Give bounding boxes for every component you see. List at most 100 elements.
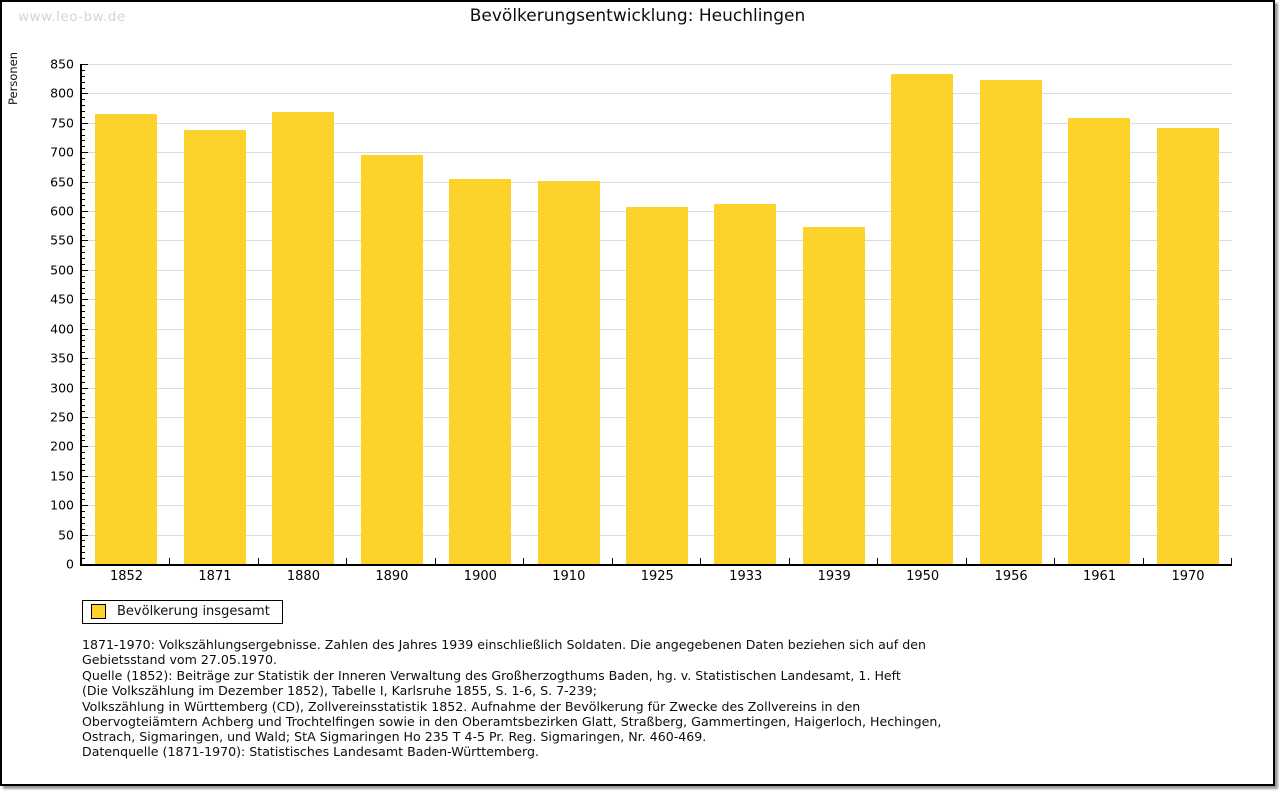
y-axis-major-tick [82,152,88,154]
bar-1970 [1156,127,1219,564]
y-axis-minor-tick [82,322,85,324]
y-axis-tick-label-650: 650 [50,174,74,190]
y-axis-tick-label-100: 100 [50,497,74,513]
x-axis-tick [169,558,171,564]
y-axis-title: Personen [6,51,20,105]
y-axis-minor-tick [82,540,85,542]
gridline-700 [82,152,1232,154]
x-axis-tick [523,558,525,564]
x-axis-label-1880: 1880 [286,569,320,584]
x-axis-label-1910: 1910 [552,569,586,584]
x-axis-label-1890: 1890 [375,569,409,584]
x-axis-label-1852: 1852 [109,569,144,584]
y-axis-minor-tick [82,99,85,101]
y-axis-minor-tick [82,116,85,118]
y-axis-minor-tick [82,81,85,83]
y-axis-minor-tick [82,452,85,454]
y-axis-minor-tick [82,164,85,165]
x-axis-tick [877,558,879,564]
y-axis-minor-tick [82,487,85,489]
gridline-650 [82,181,1232,183]
y-axis-minor-tick [82,187,85,189]
y-axis-minor-tick [82,111,85,113]
y-axis-minor-tick [82,522,85,524]
gridline-750 [82,122,1232,124]
y-axis-tick-label-350: 350 [50,350,74,366]
bar-chart-plot-area: 0 50 100 150 200 250 300 350 400 450 500 550 600 650 7… [50,57,1232,584]
y-axis-minor-tick [82,216,85,218]
y-axis-minor-tick [82,193,85,195]
x-axis-tick [1142,558,1144,564]
x-axis-tick [346,558,348,564]
y-axis-major-tick [82,446,88,448]
y-axis-tick-label-150: 150 [50,468,74,484]
x-axis-label-1900: 1900 [463,569,497,584]
y-axis-minor-tick [82,340,85,342]
y-axis-minor-tick [82,428,85,430]
legend-swatch-icon [91,604,106,619]
y-axis-tick-label-250: 250 [50,409,74,425]
bar-1933 [714,204,777,564]
y-axis-minor-tick [82,405,85,407]
y-axis-minor-tick [82,334,85,336]
chart-title: Bevölkerungsentwicklung: Heuchlingen [469,6,806,26]
y-axis-minor-tick [82,87,85,89]
y-axis-minor-tick [82,158,85,160]
y-axis-major-tick [82,416,88,418]
y-axis-tick-label-50: 50 [58,527,74,543]
footnote-line-2: Gebietsstand vom 27.05.1970. [82,652,277,668]
y-axis-tick-label-850: 850 [50,56,74,72]
x-axis-tick [965,558,967,564]
bar-1939 [802,226,865,564]
y-axis-minor-tick [82,275,85,277]
datasource-line: Datenquelle (1871-1970): Statistisches L… [82,744,539,759]
y-axis-minor-tick [82,499,85,501]
leo-bw-watermark: www.leo-bw.de [18,9,126,25]
y-axis-minor-tick [82,369,85,371]
y-axis-minor-tick [82,552,85,554]
y-axis-major-tick [82,328,88,330]
y-axis-major-tick [82,358,88,360]
y-axis-minor-tick [82,175,85,177]
y-axis-tick-label-300: 300 [50,380,74,396]
y-axis-minor-tick [82,434,85,436]
y-axis-major-tick [82,475,88,477]
y-axis-tick-label-200: 200 [50,438,74,454]
gridline-800 [82,93,1232,95]
y-axis-minor-tick [82,511,85,513]
y-axis-minor-tick [82,169,85,171]
y-axis-minor-tick [82,228,85,230]
y-axis-major-tick [82,93,88,95]
footnote-line-6: Obervogteiämtern Achberg und Trochtelfin… [82,714,942,730]
bar-1950 [891,74,954,564]
y-axis-minor-tick [82,346,85,348]
y-axis-minor-tick [82,146,85,148]
y-axis-major-tick [82,122,88,124]
y-axis-major-tick [82,387,88,389]
x-axis-tick [788,558,790,564]
y-axis-minor-tick [82,305,85,307]
x-axis-label-1956: 1956 [994,569,1028,584]
bar-1852 [95,114,158,564]
y-axis-minor-tick [82,364,85,365]
y-axis-minor-tick [82,293,85,295]
y-axis-minor-tick [82,199,85,201]
x-axis-label-1933: 1933 [729,569,763,584]
y-axis-minor-tick [82,128,85,130]
x-axis-label-1871: 1871 [198,569,232,584]
y-axis-minor-tick [82,516,85,518]
y-axis-minor-tick [82,411,85,413]
y-axis-minor-tick [82,246,85,248]
y-axis-minor-tick [82,69,85,71]
x-axis-label-1939: 1939 [817,569,851,584]
y-axis-major-tick [82,211,88,213]
y-axis-minor-tick [82,422,85,424]
y-axis-minor-tick [82,252,85,254]
y-axis-major-tick [82,299,88,301]
x-axis-tick [1054,558,1056,564]
bar-1900 [449,179,512,564]
x-axis-label-1961: 1961 [1083,569,1117,584]
bar-1910 [537,181,600,564]
y-axis-minor-tick [82,316,85,318]
